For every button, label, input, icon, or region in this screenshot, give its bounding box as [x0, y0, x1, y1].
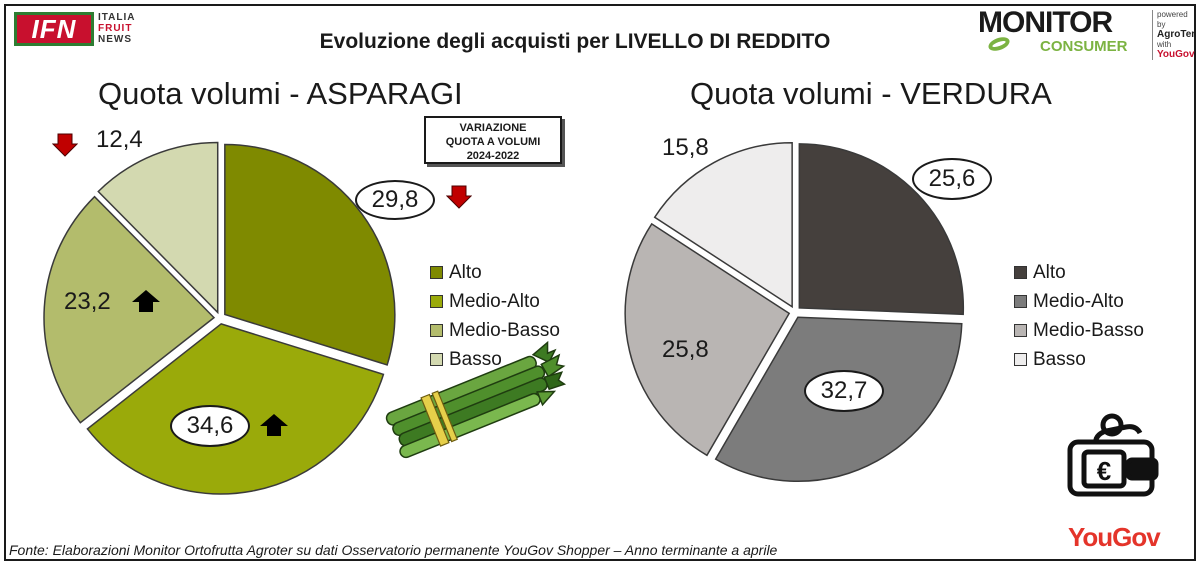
legend-item: Medio-Basso — [1014, 316, 1144, 345]
chart-title-verdura: Quota volumi - VERDURA — [690, 76, 1052, 111]
legend-item: Alto — [430, 258, 560, 287]
ifn-side-1: ITALIA — [98, 12, 136, 23]
pie-slice-verdura-alto — [798, 143, 965, 316]
up-arrow-icon — [132, 290, 160, 312]
legend-label: Medio-Alto — [449, 290, 540, 312]
page-title: Evoluzione degli acquisti per LIVELLO DI… — [319, 30, 831, 53]
legend-label: Medio-Basso — [449, 319, 560, 341]
legend-swatch — [430, 353, 443, 366]
legend-swatch — [430, 266, 443, 279]
ifn-logo-side: ITALIA FRUIT NEWS — [98, 12, 135, 45]
legend-label: Alto — [449, 261, 482, 283]
down-arrow-icon — [52, 133, 78, 157]
pie-slice-asparagi-basso — [97, 141, 219, 315]
pie-slice-verdura-basso — [653, 141, 793, 309]
label-verdura-alto: 25,6 — [912, 158, 992, 200]
legend-label: Basso — [1033, 348, 1086, 370]
up-arrow-icon — [260, 414, 288, 436]
down-arrow-icon — [446, 185, 472, 209]
powered-by-text: powered by — [1157, 10, 1188, 29]
legend-swatch — [1014, 295, 1027, 308]
legend-asparagi: Alto Medio-Alto Medio-Basso Basso — [430, 258, 560, 374]
asparagus-icon — [385, 340, 567, 459]
powered-by-brand: AgroTer — [1157, 29, 1196, 40]
legend-swatch — [1014, 266, 1027, 279]
legend-label: Medio-Alto — [1033, 290, 1124, 312]
pie-slice-asparagi-medio-basso — [43, 195, 216, 424]
variation-line-2: QUOTA A VOLUMI — [445, 136, 541, 148]
legend-item: Medio-Alto — [1014, 287, 1144, 316]
yougov-logo: YouGov — [1068, 522, 1161, 552]
monitor-logo-sub: CONSUMER — [1040, 38, 1128, 55]
label-asparagi-basso: 12,4 — [96, 126, 143, 153]
legend-label: Medio-Basso — [1033, 319, 1144, 341]
legend-swatch — [1014, 324, 1027, 337]
label-verdura-basso: 15,8 — [662, 134, 709, 161]
label-asparagi-medio-basso: 23,2 — [64, 288, 111, 315]
label-verdura-medio-alto: 32,7 — [804, 370, 884, 412]
powered-with-text: with — [1157, 40, 1172, 49]
legend-label: Alto — [1033, 261, 1066, 283]
chart-title-asparagi: Quota volumi - ASPARAGI — [98, 76, 463, 111]
label-verdura-medio-basso: 25,8 — [662, 336, 709, 363]
powered-by-block: powered by AgroTer with YouGov — [1152, 10, 1196, 60]
powered-partner: YouGov — [1157, 49, 1195, 60]
ifn-logo-text: IFN — [31, 13, 77, 44]
monitor-logo-word: MONITOR — [978, 6, 1113, 39]
pie-slice-asparagi-alto — [224, 143, 396, 366]
legend-swatch — [430, 295, 443, 308]
ifn-side-2: FRUIT — [98, 23, 133, 34]
variation-box: VARIAZIONE QUOTA A VOLUMI 2024-2022 — [424, 116, 562, 164]
ifn-logo: IFN — [14, 12, 94, 46]
wallet-euro-icon: € — [1067, 413, 1159, 497]
legend-swatch — [1014, 353, 1027, 366]
legend-item: Alto — [1014, 258, 1144, 287]
legend-swatch — [430, 324, 443, 337]
pie-slice-verdura-medio-basso — [624, 222, 791, 457]
legend-item: Basso — [1014, 345, 1144, 374]
legend-label: Basso — [449, 348, 502, 370]
pie-asparagi — [43, 141, 396, 495]
pie-verdura — [624, 141, 965, 482]
ifn-side-3: NEWS — [98, 34, 132, 45]
svg-text:€: € — [1097, 456, 1111, 486]
label-asparagi-alto: 29,8 — [355, 180, 435, 220]
source-note: Fonte: Elaborazioni Monitor Ortofrutta A… — [9, 542, 778, 558]
label-asparagi-medio-alto: 34,6 — [170, 405, 250, 447]
legend-item: Medio-Basso — [430, 316, 560, 345]
legend-item: Basso — [430, 345, 560, 374]
variation-line-3: 2024-2022 — [466, 150, 520, 162]
legend-verdura: Alto Medio-Alto Medio-Basso Basso — [1014, 258, 1144, 374]
variation-line-1: VARIAZIONE — [459, 122, 527, 134]
chart-frame — [4, 4, 1196, 561]
legend-item: Medio-Alto — [430, 287, 560, 316]
